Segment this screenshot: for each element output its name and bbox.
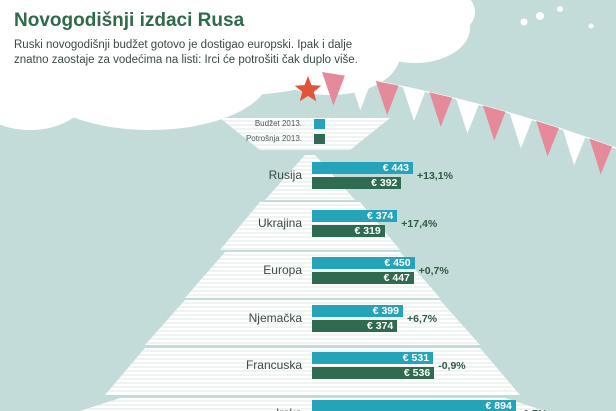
budget-bar: € 374 (312, 209, 398, 222)
budget-bar: € 399 (312, 304, 403, 317)
page-title: Novogodišnji izdaci Rusa (14, 10, 245, 31)
change-percent-label: +0,7% (418, 265, 449, 277)
change-percent-label: +17,4% (401, 217, 438, 230)
change-percent-label: -0,9% (438, 360, 466, 372)
clouds (0, 0, 594, 130)
change-percent-label: -1,7% (520, 408, 547, 411)
change-percent-label: +13,1% (417, 170, 453, 182)
snowflake-dot (588, 23, 594, 29)
spend-bar: € 392 (312, 177, 402, 189)
snowflake-dot (536, 12, 544, 20)
budget-bar: € 450 (312, 257, 415, 269)
bunting-flag (375, 81, 399, 116)
page-subtitle: Ruski novogodišnji budžet gotovo je dost… (14, 39, 358, 66)
bunting-flag (322, 72, 345, 106)
budget-bar: € 894 (312, 399, 516, 411)
budget-bar: € 443 (312, 162, 413, 174)
change-percent-label: +6,7% (406, 312, 438, 325)
budget-bar: € 531 (312, 352, 434, 364)
bunting-flag (482, 105, 506, 141)
legend-budget-label: Budžet 2013. (254, 119, 302, 128)
bunting-flag (402, 86, 426, 121)
spend-bar: € 447 (312, 272, 414, 284)
cloud-shape (405, 0, 475, 37)
country-label: Njemačka (248, 310, 302, 325)
star-icon (294, 76, 322, 102)
legend-spend-label: Potrošnja 2013. (245, 134, 302, 143)
bunting-flag (562, 129, 586, 166)
bunting-string (321, 71, 616, 149)
spend-bar: € 319 (312, 224, 385, 237)
bunting-flag (348, 76, 372, 111)
snowflake-dot (557, 6, 563, 12)
bunting-flag (429, 92, 453, 127)
bunting-flag (456, 98, 479, 134)
spend-bar: € 536 (312, 367, 435, 379)
tree-tier (220, 118, 390, 150)
country-label: Europa (263, 263, 302, 277)
bunting-flag (509, 112, 533, 149)
country-label: Ukrajina (257, 215, 302, 230)
country-label: Irska (182, 406, 302, 411)
snowflake-dot (520, 18, 528, 26)
spend-bar: € 374 (312, 319, 398, 332)
legend-budget-swatch (314, 119, 325, 129)
legend-spend-swatch (314, 134, 325, 144)
country-label: Francuska (245, 358, 302, 372)
bunting-flag (536, 120, 559, 157)
bunting-flags (321, 71, 616, 175)
cloud-shape (0, 0, 65, 75)
bunting-flag (589, 138, 613, 175)
country-label: Rusija (268, 168, 302, 182)
